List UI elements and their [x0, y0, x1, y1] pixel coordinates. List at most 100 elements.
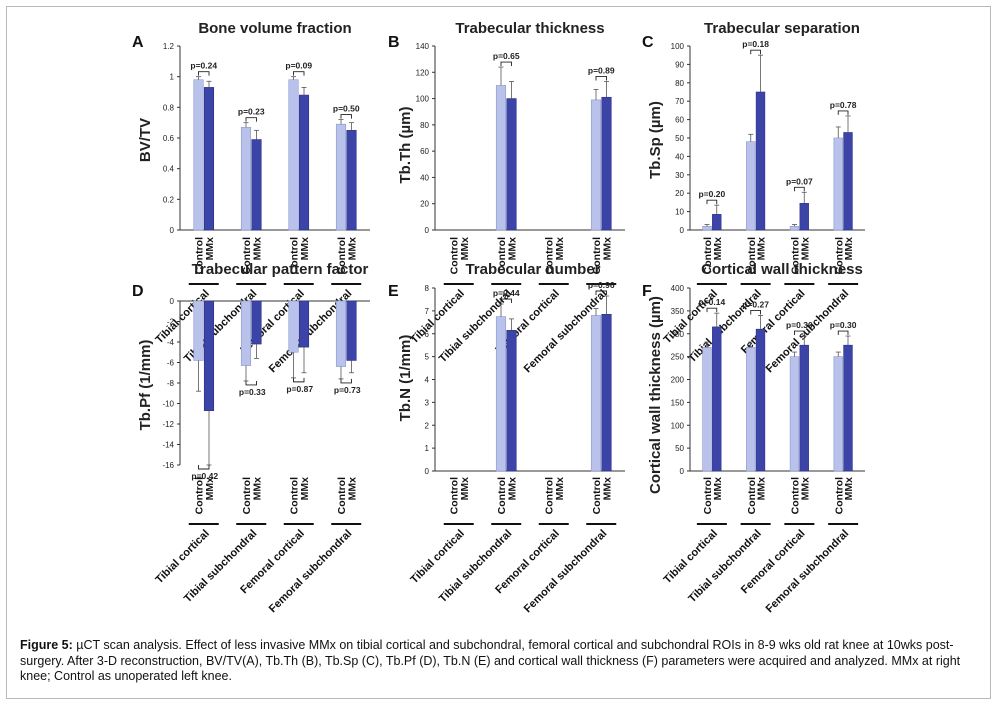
- y-tick-label: 0.2: [163, 195, 175, 204]
- y-tick-label: 2: [425, 421, 430, 430]
- y-tick-label: 0: [425, 467, 430, 476]
- y-tick-label: 0: [680, 467, 685, 476]
- y-tick-label: 90: [675, 60, 684, 69]
- bar: [288, 79, 299, 231]
- bar: [335, 300, 347, 367]
- y-tick-label: 100: [416, 95, 430, 104]
- y-tick-label: 5: [425, 353, 430, 362]
- p-bracket: [245, 117, 257, 122]
- bar: [495, 85, 507, 231]
- y-tick-label: 100: [671, 42, 685, 51]
- panel-letter: D: [132, 283, 144, 300]
- bar: [843, 344, 853, 472]
- p-value-label: p=0.07: [786, 176, 813, 186]
- y-tick-label: 50: [675, 444, 684, 453]
- y-tick-label: 4: [425, 376, 430, 385]
- x-subtick-label: MMx: [347, 477, 359, 500]
- p-value-label: p=0.89: [588, 65, 615, 75]
- bar: [702, 347, 712, 472]
- y-tick-label: 200: [671, 376, 685, 385]
- x-subtick-label: MMx: [507, 477, 519, 500]
- y-tick-label: 0.8: [163, 103, 175, 112]
- x-subtick-label: Control: [449, 477, 461, 514]
- p-bracket: [198, 71, 210, 76]
- y-axis-label: Tb.Sp (µm): [647, 101, 664, 179]
- bar: [240, 126, 252, 231]
- p-value-label: p=0.09: [285, 61, 312, 71]
- x-subtick-label: MMx: [459, 237, 471, 260]
- p-bracket: [794, 330, 805, 336]
- x-subtick-label: MMx: [799, 477, 811, 500]
- p-value-label: p=0.24: [190, 61, 217, 71]
- y-tick-label: 80: [420, 121, 429, 130]
- p-bracket: [750, 49, 761, 55]
- p-value-label: p=0.42: [191, 471, 218, 481]
- y-tick-label: 8: [425, 284, 430, 293]
- x-subtick-label: MMx: [602, 237, 614, 260]
- y-tick-label: 350: [671, 307, 685, 316]
- x-subtick-label: Control: [194, 237, 206, 274]
- bar: [590, 99, 602, 231]
- x-subtick-label: MMx: [204, 237, 216, 260]
- y-tick-label: 400: [671, 284, 685, 293]
- y-tick-label: 0: [680, 226, 685, 235]
- p-value-label: p=0.33: [239, 387, 266, 397]
- p-value-label: p=0.96: [588, 280, 615, 290]
- bar: [799, 203, 809, 231]
- chart-title: Bone volume fraction: [198, 20, 351, 37]
- x-subtick-label: Control: [289, 477, 301, 514]
- bar: [251, 300, 262, 345]
- bar: [746, 347, 756, 472]
- caption-label: Figure 5:: [20, 638, 73, 652]
- x-subtick-label: MMx: [712, 237, 724, 260]
- p-bracket: [595, 290, 607, 296]
- x-subtick-label: MMx: [252, 237, 264, 260]
- x-subtick-label: Control: [449, 237, 461, 274]
- y-tick-label: 300: [671, 330, 685, 339]
- x-subtick-label: Control: [790, 237, 802, 274]
- p-bracket: [293, 377, 305, 383]
- x-subtick-label: MMx: [712, 477, 724, 500]
- bar: [288, 300, 299, 353]
- x-subtick-label: Control: [241, 237, 253, 274]
- bar: [702, 226, 712, 231]
- y-tick-label: 40: [420, 173, 429, 182]
- y-tick-label: 60: [675, 116, 684, 125]
- p-bracket: [245, 380, 257, 386]
- x-subtick-label: Control: [591, 237, 603, 274]
- bar: [495, 316, 507, 472]
- bar: [251, 139, 262, 231]
- caption-text: µCT scan analysis. Effect of less invasi…: [20, 638, 961, 683]
- panel-letter: F: [642, 283, 652, 300]
- x-subtick-label: MMx: [252, 477, 264, 500]
- y-tick-label: -2: [167, 318, 175, 327]
- x-subtick-label: MMx: [507, 237, 519, 260]
- y-tick-label: 50: [675, 134, 684, 143]
- y-tick-label: 1.2: [163, 42, 175, 51]
- bar: [346, 300, 357, 361]
- bar: [712, 326, 722, 472]
- x-subtick-label: MMx: [299, 477, 311, 500]
- y-tick-label: 3: [425, 398, 430, 407]
- chart-title: Trabecular number: [465, 261, 600, 278]
- y-tick-label: 1: [170, 73, 175, 82]
- p-value-label: p=0.87: [286, 384, 313, 394]
- p-bracket: [340, 378, 352, 384]
- y-tick-label: 6: [425, 330, 430, 339]
- x-subtick-label: Control: [496, 237, 508, 274]
- x-category-label: Femoral subchondral: [764, 528, 852, 616]
- x-subtick-label: Control: [591, 477, 603, 514]
- panel-letter: C: [642, 34, 654, 51]
- bar: [298, 94, 310, 231]
- panel-letter: B: [388, 34, 400, 51]
- panel-letter: A: [132, 34, 144, 51]
- bar: [506, 98, 517, 231]
- y-tick-label: 0.4: [163, 165, 175, 174]
- y-tick-label: 0.6: [163, 134, 175, 143]
- x-subtick-label: Control: [746, 477, 758, 514]
- y-tick-label: 60: [420, 147, 429, 156]
- x-subtick-label: MMx: [347, 237, 359, 260]
- p-value-label: p=0.30: [830, 320, 857, 330]
- x-subtick-label: Control: [746, 237, 758, 274]
